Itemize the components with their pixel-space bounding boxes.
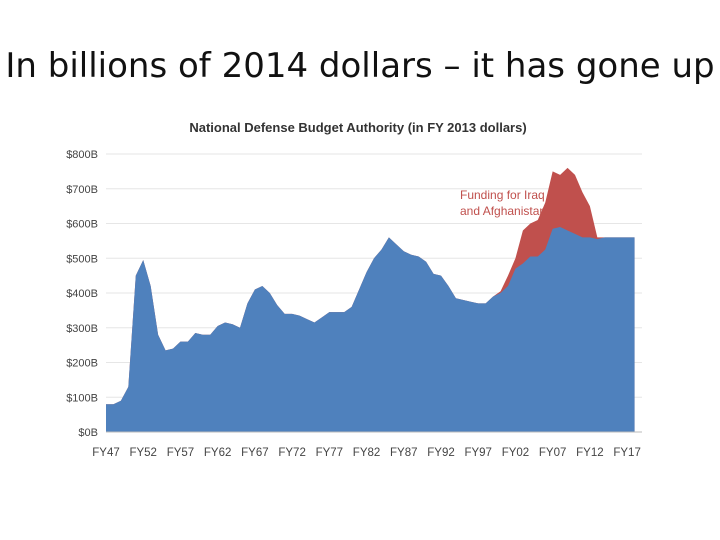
x-tick-label: FY47 (92, 447, 120, 459)
x-tick-label: FY92 (427, 447, 455, 459)
y-tick-label: $600B (66, 219, 98, 231)
y-tick-label: $500B (66, 253, 98, 265)
x-tick-label: FY17 (613, 447, 641, 459)
x-tick-label: FY52 (129, 447, 157, 459)
y-tick-label: $800B (66, 149, 98, 161)
y-tick-label: $100B (66, 392, 98, 404)
slide-title: In billions of 2014 dollars – it has gon… (5, 46, 715, 86)
x-tick-label: FY77 (316, 447, 344, 459)
x-tick-label: FY07 (539, 447, 567, 459)
y-tick-label: $300B (66, 323, 98, 335)
annotation-line-2: and Afghanistan (460, 204, 546, 218)
x-tick-label: FY82 (353, 447, 381, 459)
x-tick-label: FY12 (576, 447, 604, 459)
chart-container: National Defense Budget Authority (in FY… (42, 112, 674, 472)
y-tick-label: $200B (66, 358, 98, 370)
y-tick-label: $400B (66, 288, 98, 300)
x-tick-label: FY97 (464, 447, 492, 459)
area-layer (106, 167, 635, 432)
x-tick-label: FY57 (167, 447, 195, 459)
series-area-base-budget (106, 226, 635, 432)
defense-budget-chart: National Defense Budget Authority (in FY… (42, 112, 674, 472)
y-tick-label: $0B (78, 427, 98, 439)
annotation-line-1: Funding for Iraq (460, 188, 545, 202)
x-tick-label: FY67 (241, 447, 269, 459)
annotation-layer: Funding for Iraq and Afghanistan (460, 188, 546, 218)
chart-title: National Defense Budget Authority (in FY… (189, 120, 526, 135)
y-tick-label: $700B (66, 184, 98, 196)
axis-layer: $0B $100B $200B $300B $400B $500B $600B $700B $8… (66, 149, 642, 459)
x-tick-label: FY72 (278, 447, 306, 459)
x-tick-label: FY02 (502, 447, 530, 459)
x-tick-label: FY87 (390, 447, 418, 459)
x-tick-label: FY62 (204, 447, 232, 459)
